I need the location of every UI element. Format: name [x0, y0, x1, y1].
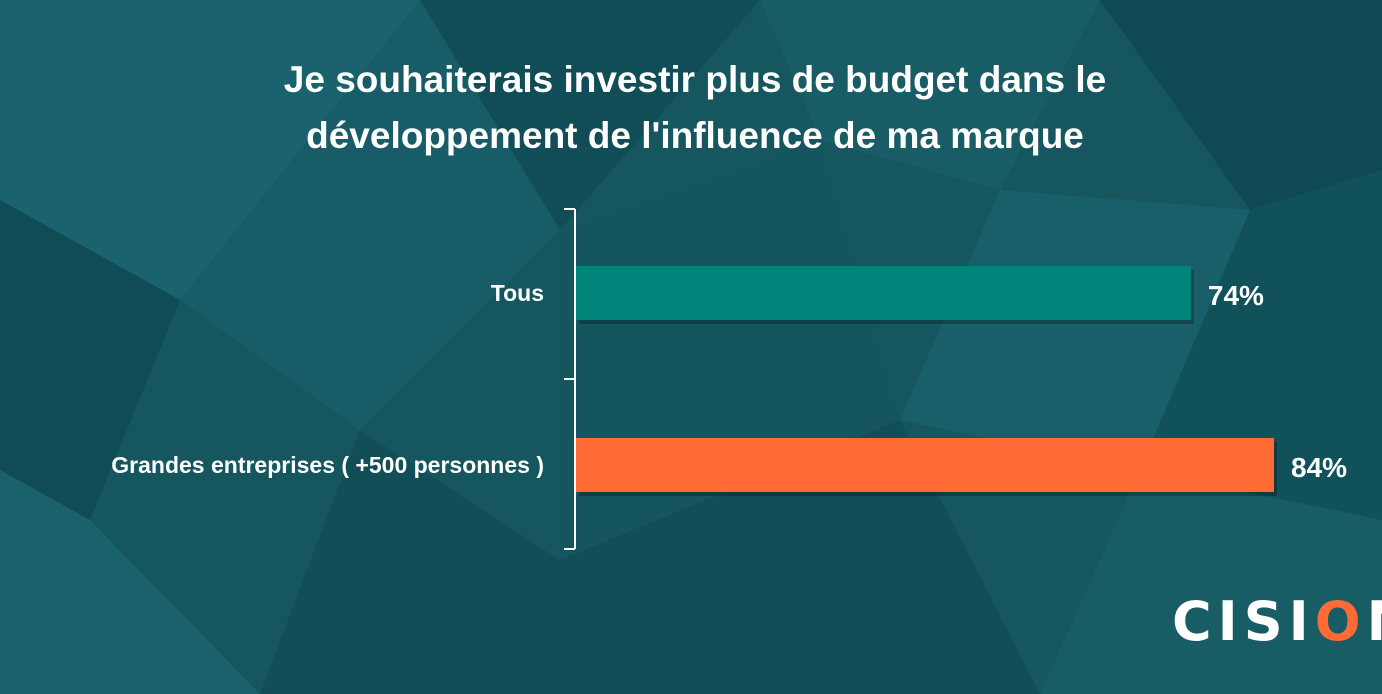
category-label-1: Tous: [491, 280, 544, 306]
chart-title-line-1: Je souhaiterais investir plus de budget …: [283, 59, 1107, 100]
value-label-2: 84%: [1291, 452, 1347, 483]
value-label-1: 74%: [1208, 280, 1264, 311]
cision-logo: CISION®: [1172, 586, 1382, 652]
logo-letter-3: S: [1243, 590, 1289, 653]
logo-letter-2: I: [1217, 590, 1244, 653]
category-label-2: Grandes entreprises ( +500 personnes ): [111, 452, 544, 478]
logo-letter-1: C: [1172, 590, 1218, 653]
bar-1: [576, 266, 1191, 320]
chart-title: Je souhaiterais investir plus de budget …: [0, 52, 1382, 164]
bar-2: [576, 438, 1274, 492]
logo-letter-6: N: [1367, 592, 1382, 652]
logo-letter-5: O: [1314, 590, 1367, 653]
logo-letter-4: I: [1288, 590, 1315, 653]
chart-title-line-2: développement de l'influence de ma marqu…: [306, 115, 1084, 156]
